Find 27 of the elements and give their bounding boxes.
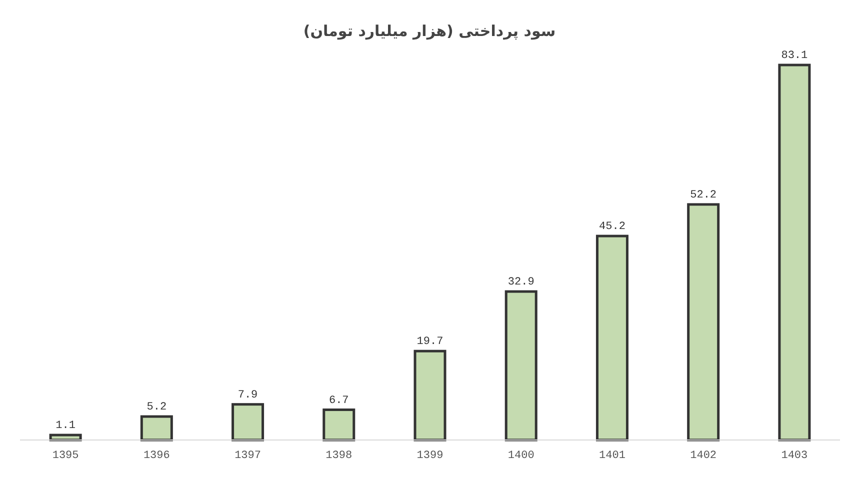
bar: [687, 203, 720, 442]
data-label: 1.1: [56, 420, 76, 432]
x-tick-label: 1397: [234, 450, 261, 462]
bar: [414, 350, 446, 442]
data-label: 32.9: [508, 276, 534, 289]
data-label: 83.1: [781, 50, 808, 62]
x-tick-label: 1396: [143, 450, 170, 462]
bar: [504, 290, 538, 442]
data-label: 45.2: [599, 221, 626, 234]
x-tick-label: 1403: [781, 450, 808, 462]
data-label: 5.2: [146, 402, 167, 414]
data-label: 6.7: [328, 394, 349, 407]
chart-title: سود پرداختی (هزار میلیارد تومان): [303, 22, 556, 40]
bar: [140, 415, 173, 442]
bar: [322, 408, 356, 442]
x-tick-label: 1395: [52, 450, 79, 462]
data-label: 52.2: [690, 189, 717, 202]
bar: [232, 403, 264, 442]
x-tick-label: 1402: [690, 450, 717, 462]
x-tick-label: 1401: [599, 450, 626, 462]
x-tick-label: 1399: [416, 450, 444, 462]
bar: [596, 234, 628, 442]
x-tick-label: 1400: [508, 450, 534, 462]
data-label: 19.7: [416, 336, 444, 348]
data-label: 7.9: [238, 389, 258, 402]
bar: [778, 64, 811, 442]
x-tick-label: 1398: [326, 450, 352, 462]
